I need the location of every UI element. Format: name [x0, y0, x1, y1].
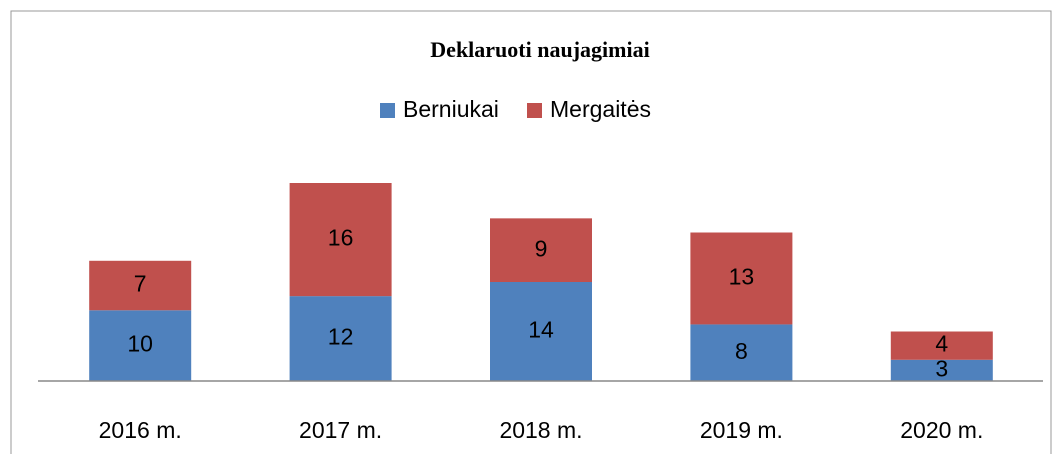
bar-segment [289, 296, 392, 381]
bar-segment [690, 324, 793, 381]
data-label: 9 [535, 235, 548, 261]
x-tick-label: 2016 m. [99, 417, 182, 443]
legend-swatch [527, 103, 542, 118]
x-tick-label: 2017 m. [299, 417, 382, 443]
bar-segment [289, 183, 392, 297]
bar-segment [690, 232, 793, 325]
data-label: 7 [134, 271, 147, 297]
x-tick-label: 2019 m. [700, 417, 783, 443]
bar-segment [890, 359, 993, 381]
data-label: 14 [528, 317, 554, 343]
data-label: 3 [935, 355, 948, 381]
data-label: 12 [328, 324, 354, 350]
x-tick-label: 2018 m. [499, 417, 582, 443]
legend-swatch [380, 103, 395, 118]
bar-segment [89, 310, 192, 381]
bar-segment [490, 282, 592, 381]
data-label: 16 [328, 225, 354, 251]
data-label: 4 [935, 331, 948, 357]
x-tick-label: 2020 m. [900, 417, 983, 443]
legend-label: Berniukai [403, 96, 499, 122]
data-label: 8 [735, 338, 748, 364]
bar-segment [490, 218, 592, 282]
data-label: 10 [127, 331, 153, 357]
data-label: 13 [729, 264, 755, 290]
bar-segment [89, 260, 192, 311]
chart-title: Deklaruoti naujagimiai [430, 37, 649, 62]
legend-label: Mergaitės [550, 96, 651, 122]
bar-segment [890, 331, 993, 360]
